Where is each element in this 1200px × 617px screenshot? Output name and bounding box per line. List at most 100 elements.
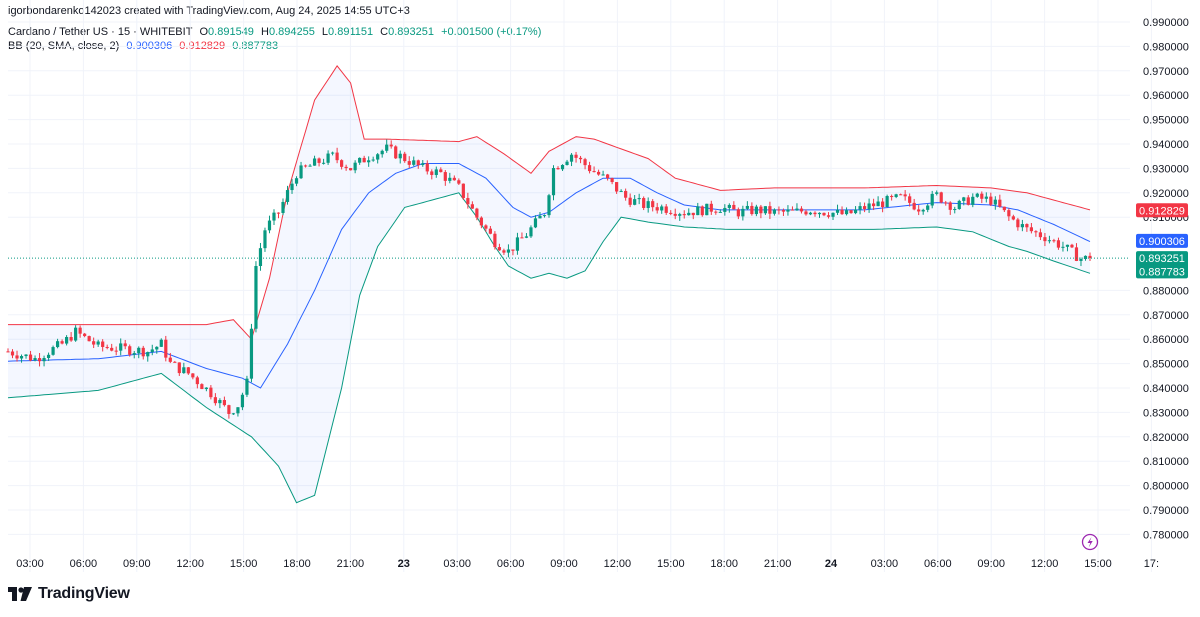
- candle-body: [637, 198, 641, 200]
- candle-body: [953, 209, 957, 211]
- candle-body: [331, 152, 335, 154]
- candle-body: [28, 354, 33, 361]
- candle-body: [321, 162, 326, 164]
- upper-band-price-tag-bg: [1136, 203, 1188, 218]
- candle-body: [578, 157, 583, 160]
- candle-body: [240, 394, 245, 408]
- candle-body: [385, 144, 389, 151]
- candle-body: [980, 193, 984, 199]
- price-axis-label: 0.870000: [1143, 310, 1189, 322]
- tradingview-logo-icon: [8, 587, 32, 601]
- candle-body: [466, 198, 470, 205]
- candle-body: [1088, 255, 1092, 259]
- candle-body: [312, 158, 317, 166]
- close-value: 0.893251: [388, 26, 435, 38]
- candle-body: [772, 209, 777, 214]
- candle-body: [533, 218, 538, 228]
- candle-body: [448, 177, 452, 181]
- candle-body: [33, 358, 37, 361]
- candle-body: [862, 206, 867, 210]
- candle-body: [389, 144, 393, 147]
- price-axis-label: 0.860000: [1143, 334, 1189, 346]
- last-price-tag-text: 0.893251: [1139, 253, 1185, 265]
- candle-body: [488, 228, 492, 234]
- candle-body: [989, 196, 993, 205]
- price-axis-label: 0.970000: [1143, 66, 1189, 78]
- time-axis-label: 23: [398, 558, 410, 570]
- band-fill: [8, 65, 1090, 503]
- candle-body: [732, 204, 736, 210]
- candle-body: [110, 347, 114, 351]
- price-axis-label: 0.790000: [1143, 505, 1189, 517]
- candle-body: [515, 237, 520, 251]
- candle-body: [651, 201, 655, 208]
- candle-body: [1038, 232, 1043, 238]
- candle-body: [741, 208, 745, 217]
- candle-body: [303, 165, 308, 167]
- candle-body: [1079, 259, 1083, 261]
- time-axis-label: 15:00: [657, 558, 685, 570]
- candle-body: [299, 165, 303, 179]
- candle-body: [1056, 240, 1061, 248]
- candle-body: [808, 212, 813, 215]
- candle-body: [826, 215, 831, 217]
- candle-body: [853, 209, 858, 214]
- candle-body: [998, 199, 1002, 207]
- candle-body: [1007, 210, 1011, 217]
- candle-body: [890, 196, 894, 198]
- time-axis: 03:00 06:00 09:00 12:00 15:00 18:00 21:00 23 03:…: [16, 558, 1159, 570]
- candle-body: [213, 397, 217, 404]
- candle-body: [326, 153, 330, 163]
- low-label: L: [321, 26, 329, 38]
- candle-body: [881, 201, 885, 207]
- candle-body: [574, 154, 578, 158]
- symbol-title[interactable]: Cardano / Tether US · 15 · WHITEBIT: [8, 26, 193, 38]
- candle-body: [335, 152, 339, 161]
- tradingview-logo-text: TradingView: [38, 585, 130, 602]
- candle-body: [439, 169, 443, 173]
- symbol-legend[interactable]: Cardano / Tether US · 15 · WHITEBIT O0.8…: [8, 26, 545, 38]
- candle-body: [42, 358, 46, 362]
- candle-body: [191, 373, 195, 378]
- candle-body: [218, 400, 222, 404]
- candle-body: [709, 203, 713, 212]
- price-axis-label: 0.880000: [1143, 285, 1189, 297]
- time-axis-label: 09:00: [550, 558, 578, 570]
- candle-body: [173, 361, 177, 363]
- candle-body: [380, 150, 384, 155]
- price-axis: 0.990000 0.980000 0.970000 0.960000 0.950000…: [1143, 17, 1189, 541]
- candle-body: [475, 208, 479, 218]
- candle-body: [123, 343, 127, 347]
- candle-body: [975, 193, 979, 197]
- candle-body: [795, 208, 799, 211]
- close-label: C: [380, 26, 389, 38]
- candle-body: [633, 199, 637, 205]
- candle-body: [921, 209, 925, 212]
- tradingview-logo[interactable]: TradingView: [8, 585, 130, 603]
- candle-body: [294, 178, 299, 184]
- candle-body: [19, 356, 24, 359]
- candle-body: [101, 341, 105, 347]
- candle-body: [687, 212, 691, 216]
- candle-body: [272, 212, 276, 221]
- candle-body: [912, 202, 916, 210]
- candle-body: [831, 212, 835, 217]
- candle-body: [759, 206, 763, 214]
- price-axis-label: 0.800000: [1143, 481, 1189, 493]
- candle-body: [132, 353, 136, 355]
- candle-body: [69, 337, 73, 341]
- price-axis-label: 0.850000: [1143, 359, 1189, 371]
- upper-band-price-tag-text: 0.912829: [1139, 205, 1185, 217]
- time-axis-label: 18:00: [710, 558, 738, 570]
- candle-body: [908, 196, 912, 203]
- candle-body: [615, 182, 619, 192]
- open-value: 0.891549: [208, 26, 254, 38]
- candle-body: [849, 210, 853, 214]
- candle-body: [682, 214, 686, 216]
- candle-body: [1083, 255, 1088, 260]
- candle-body: [606, 174, 610, 179]
- candle-body: [254, 266, 258, 329]
- candle-body: [696, 206, 700, 216]
- candle-body: [768, 206, 772, 214]
